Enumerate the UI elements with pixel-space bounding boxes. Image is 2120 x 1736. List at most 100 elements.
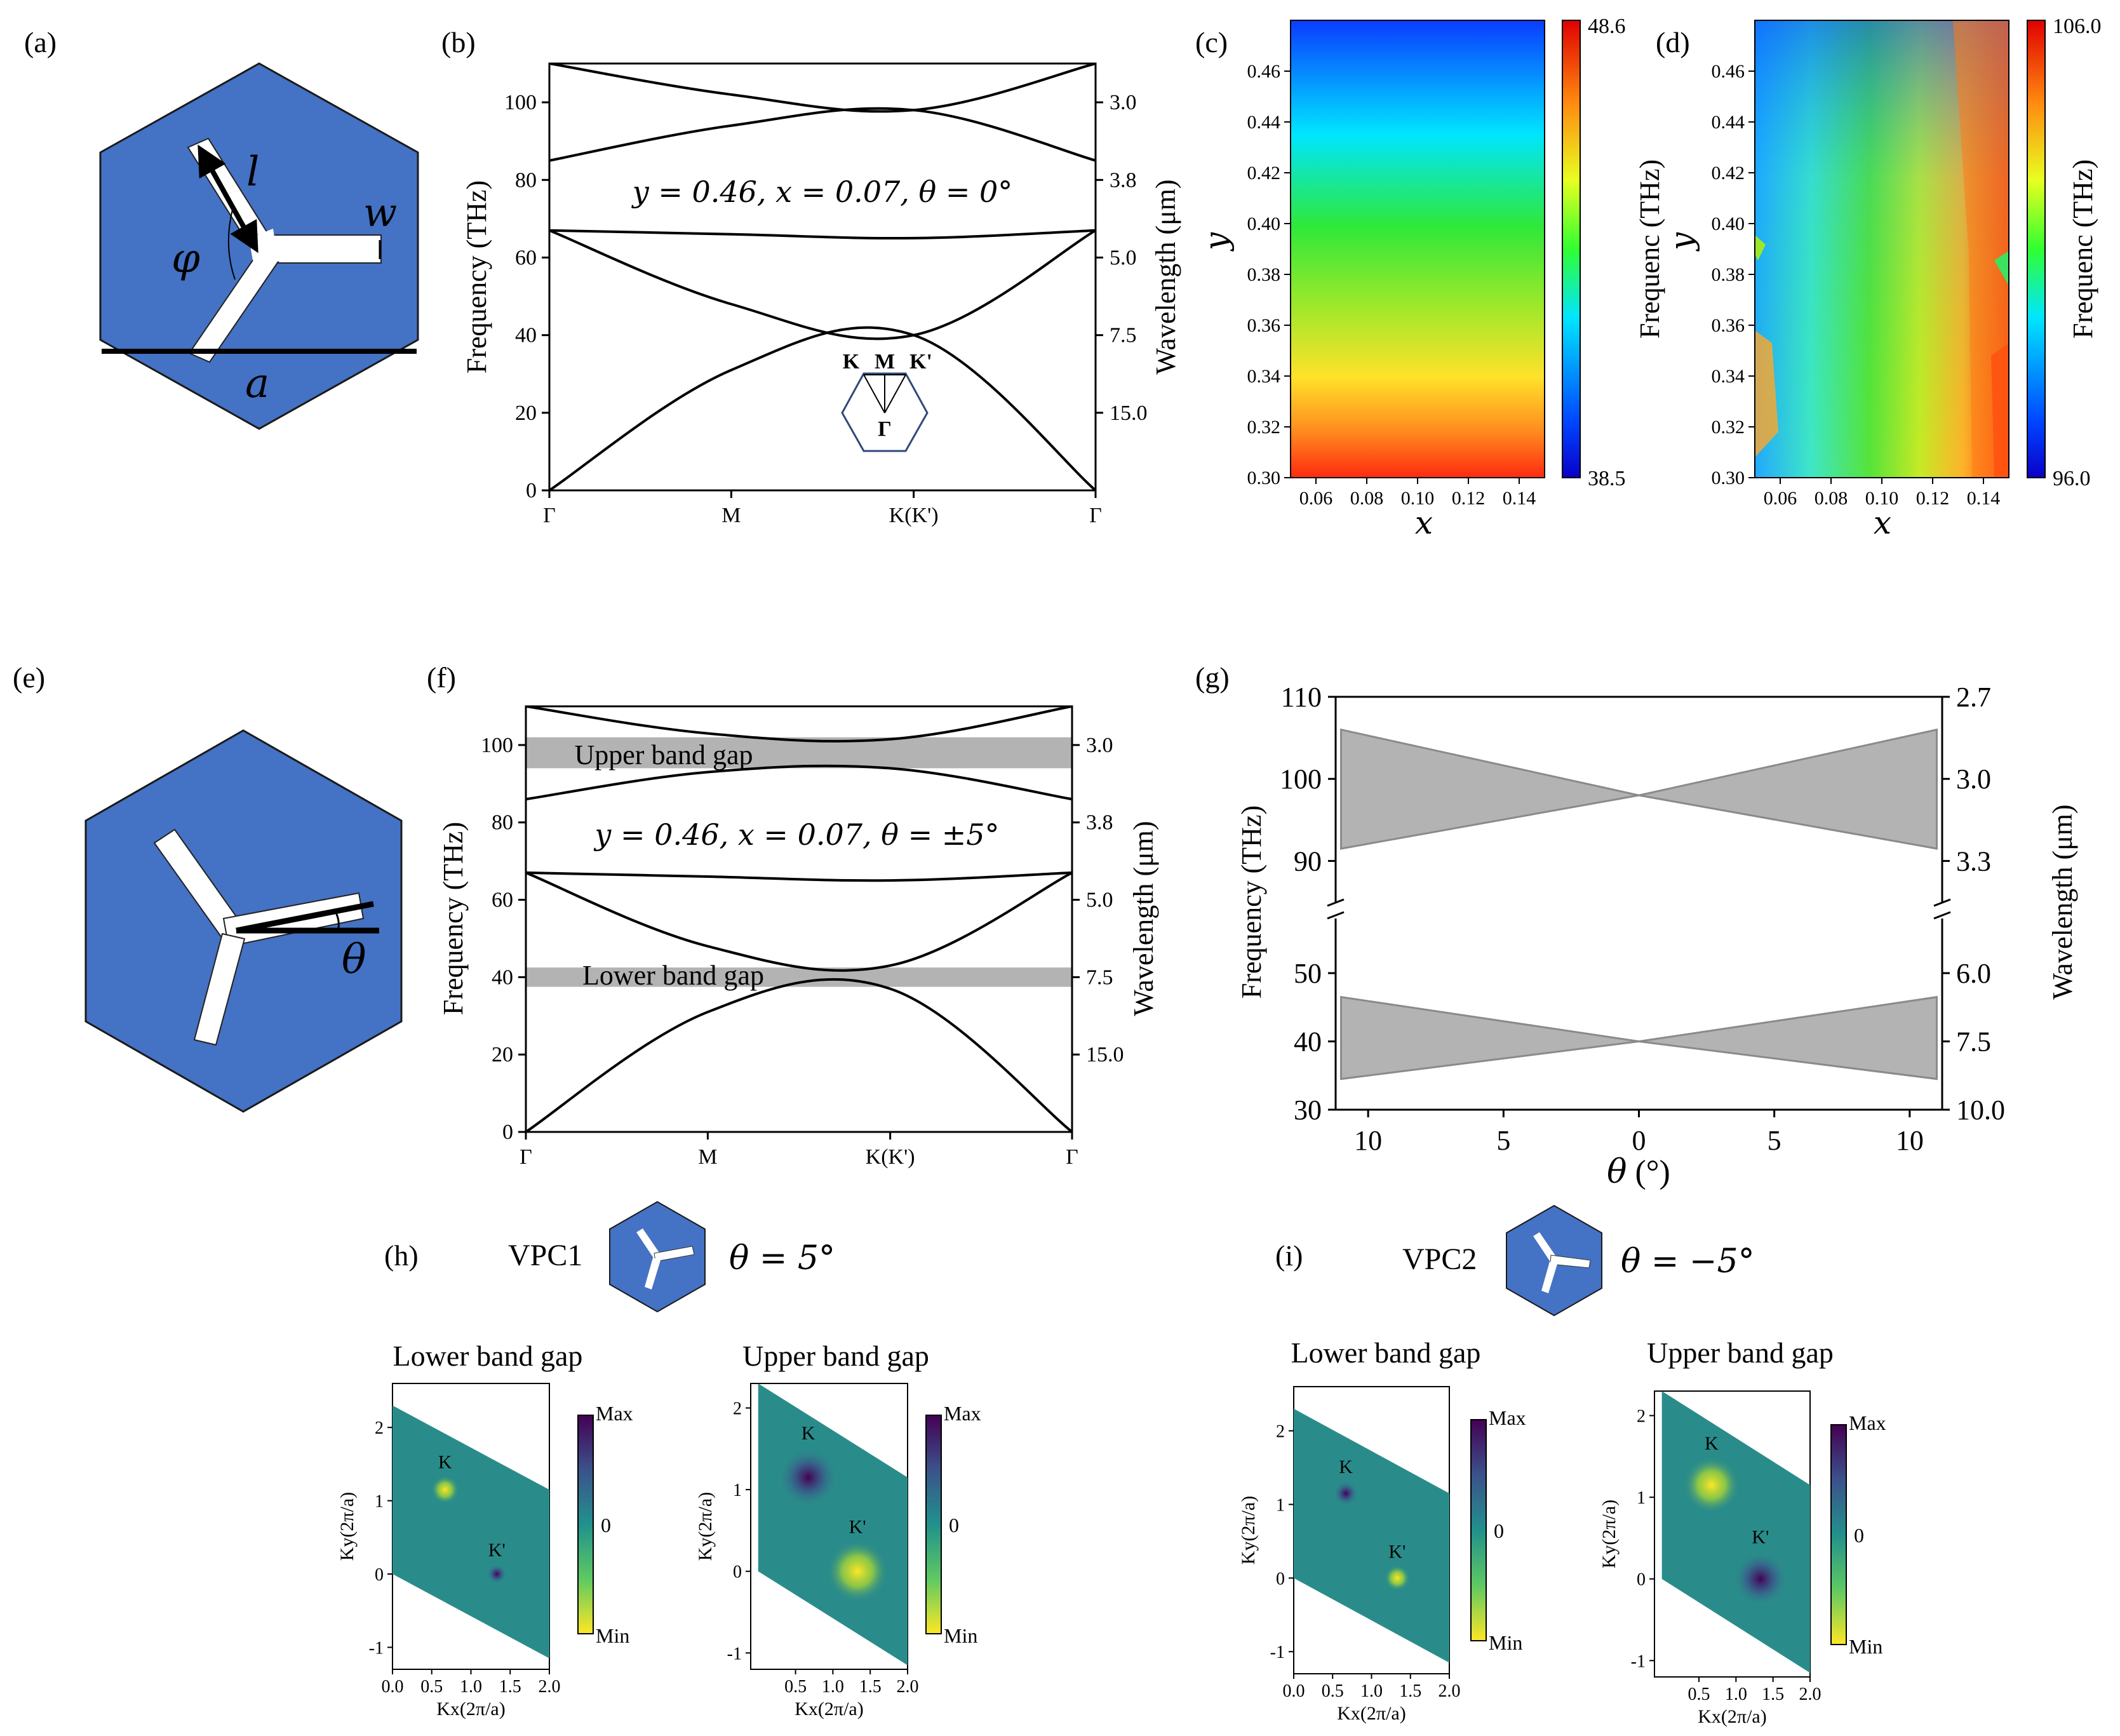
x-tick-label: 0.5	[784, 1677, 807, 1697]
y-tick-label: 0.32	[1247, 417, 1281, 438]
y-tick-label: 0.42	[1247, 163, 1281, 184]
band-curves	[526, 706, 1072, 1132]
x-tick-label: 2.0	[1439, 1681, 1461, 1701]
y-tick-label: 0.44	[1247, 112, 1281, 133]
k-label: K	[1705, 1433, 1719, 1454]
kprime-label: K'	[1388, 1541, 1406, 1562]
kprime-label: K'	[849, 1517, 866, 1538]
x-axis-label: Kx(2π/a)	[1337, 1703, 1406, 1724]
y2-tick-label: 15.0	[1110, 401, 1148, 425]
x-tick-label: 0.14	[1503, 488, 1536, 509]
y2-tick-label: 3.8	[1110, 168, 1137, 192]
y-tick-label: 2	[1276, 1422, 1285, 1442]
colorbar	[2027, 20, 2046, 478]
y-tick-label: 100	[504, 91, 537, 114]
y-tick-label: 0	[733, 1563, 742, 1582]
y2-axis-label: Wavelength (μm)	[1128, 821, 1159, 1016]
symbol-l: l	[246, 149, 259, 196]
berry-panel-title: Upper band gap	[742, 1340, 929, 1372]
parameter-annotation: y = 0.46, x = 0.07, θ = ±5°	[593, 818, 999, 852]
y-tick-label: 20	[492, 1043, 513, 1066]
band-4	[526, 764, 1072, 801]
vpc1-header: VPC1 θ = 5°	[508, 1201, 835, 1313]
y-axis-label: Ky(2π/a)	[695, 1492, 716, 1561]
y-tick-label: 0.38	[1247, 264, 1281, 285]
axes: 0 20 40 60 80 100 3.0 3.8 5.0 7.5 15.0 Γ M K(K') Γ	[481, 734, 1124, 1169]
lower-gap-area	[1340, 995, 1938, 1080]
y-tick-label: 40	[515, 324, 537, 347]
y-axis-label: y	[1198, 232, 1235, 252]
y2-tick-label: 7.5	[1956, 1026, 1991, 1058]
y-axis-label: Ky(2π/a)	[1238, 1496, 1259, 1564]
bz-label-k: K	[843, 350, 860, 373]
panel-label-e: (e)	[13, 661, 45, 694]
colorbar	[1470, 1419, 1487, 1641]
x-axis-unit: (°)	[1627, 1154, 1670, 1190]
upper-gap-band	[526, 737, 1072, 769]
heatmap-artifact	[1991, 343, 2009, 478]
x-tick-label: 1.5	[1399, 1681, 1421, 1701]
y-tick-label: 80	[492, 811, 513, 835]
y-tick-label: 60	[515, 246, 537, 269]
vpc2-label: VPC2	[1402, 1242, 1477, 1276]
panel-label-b: (b)	[441, 26, 476, 58]
band-2	[549, 229, 1096, 340]
x-tick-label: 1.5	[499, 1677, 521, 1697]
x-tick-label: 0.0	[382, 1677, 404, 1697]
x-tick-label: 1.0	[1360, 1681, 1383, 1701]
y-tick-label: 2	[733, 1399, 742, 1419]
heatmap-artifact	[1755, 330, 1778, 457]
band-3	[549, 229, 1096, 240]
y-tick-label: -1	[1631, 1652, 1646, 1671]
colorbar	[577, 1415, 594, 1634]
colorbar	[1830, 1424, 1847, 1645]
x-tick-label: 2.0	[539, 1677, 561, 1697]
band-2	[526, 871, 1072, 972]
colorbar-zero: 0	[601, 1514, 611, 1537]
vpc1-label: VPC1	[508, 1239, 582, 1272]
y-tick-label: 50	[1294, 958, 1322, 989]
y-tick-label: 0	[526, 479, 537, 502]
band-5	[526, 706, 1072, 743]
colorbar-zero: 0	[1494, 1519, 1504, 1542]
y-tick-label: 0.42	[1712, 163, 1745, 184]
y2-tick-label: 3.0	[1956, 764, 1991, 795]
band-1	[549, 326, 1096, 490]
kprime-point-spot	[1732, 1551, 1788, 1607]
y2-tick-label: 6.0	[1956, 958, 1991, 989]
y-tick-label: 1	[1276, 1495, 1285, 1515]
x-tick-label: 5	[1768, 1125, 1781, 1156]
y2-tick-label: 3.0	[1110, 91, 1137, 114]
y-tick-label: 30	[1294, 1094, 1322, 1126]
x-tick-label: 0.5	[1688, 1685, 1710, 1704]
y-tick-label: 0	[502, 1120, 513, 1144]
y-tick-label: 0	[1637, 1570, 1646, 1590]
x-tick-label: M	[721, 504, 741, 527]
x-tick-label: 0	[1632, 1125, 1646, 1156]
berry-curvature-panels: Lower band gap K K' 0.0 0.5 1.0 1.5 2.0 -1 0 1 2 Kx(…	[337, 1336, 1886, 1727]
y2-tick-label: 10.0	[1956, 1094, 2005, 1126]
colorbar-label: Frequenc (THz)	[1634, 159, 1665, 339]
kprime-point-spot	[1384, 1565, 1410, 1591]
x-tick-label: 0.5	[1322, 1681, 1344, 1701]
berry-panel-title: Lower band gap	[1291, 1336, 1481, 1369]
x-tick-label: 10	[1354, 1125, 1382, 1156]
x-axis-symbol: θ	[1607, 1153, 1627, 1191]
berry-panel-title: Upper band gap	[1647, 1336, 1834, 1369]
y-axis-label: Frequency (THz)	[461, 180, 492, 373]
kprime-point-spot	[827, 1540, 889, 1602]
symbol-theta: θ	[342, 936, 366, 983]
y-tick-label: 0.46	[1247, 61, 1281, 82]
colorbar-min: Min	[596, 1624, 629, 1647]
x-tick-label: 0.10	[1401, 488, 1435, 509]
y-tick-label: 60	[492, 889, 513, 912]
length-arrow	[198, 144, 258, 253]
colorbar-max: Max	[944, 1402, 981, 1425]
y-tick-label: 0.36	[1247, 315, 1281, 336]
k-point-spot	[1333, 1481, 1359, 1507]
x-tick-label: 0.06	[1764, 488, 1797, 509]
k-point-spot	[1683, 1457, 1740, 1513]
panel-label-f: (f)	[427, 661, 456, 694]
